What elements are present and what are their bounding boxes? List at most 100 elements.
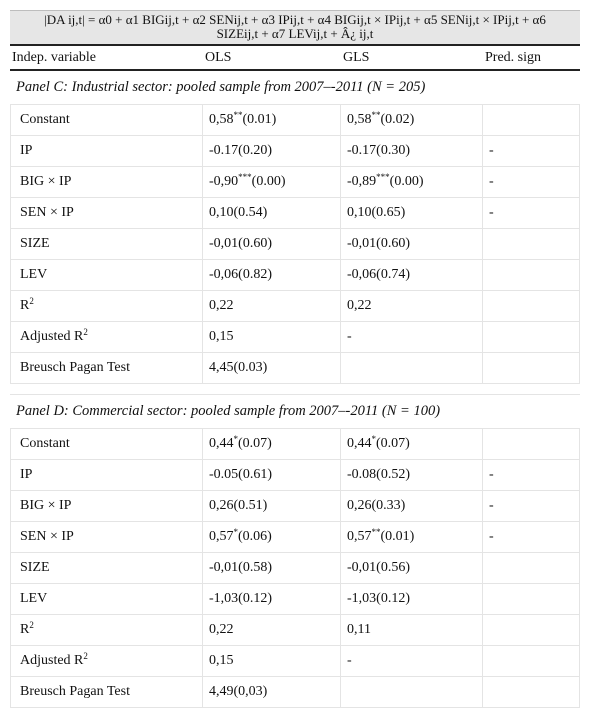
variable-name: BIG × IP	[20, 498, 72, 513]
ols-pvalue: (0.00)	[251, 174, 286, 189]
gls-value: 0,44	[347, 436, 372, 451]
ols-cell: 0,58 ** (0.01)	[203, 105, 341, 135]
gls-cell: -	[341, 322, 483, 352]
gls-value: 0,58	[347, 112, 372, 127]
ols-significance: *	[233, 527, 239, 537]
ols-cell: -0,01(0.58)	[203, 553, 341, 583]
gls-value: -0,01(0.56)	[347, 560, 410, 575]
gls-value: -0,06(0.74)	[347, 267, 410, 282]
pred-sign-cell: -	[483, 522, 580, 552]
gls-cell: -0.17(0.30)	[341, 136, 483, 166]
gls-cell: -0,01(0.56)	[341, 553, 483, 583]
gls-pvalue: (0.00)	[389, 174, 424, 189]
variable-name: SEN × IP	[20, 205, 74, 220]
pred-sign-cell	[483, 105, 580, 135]
ols-value: 0,44	[209, 436, 234, 451]
ols-cell: -1,03(0.12)	[203, 584, 341, 614]
model-equation: |DA ij,t| = α0 + α1 BIGij,t + α2 SENij,t…	[10, 10, 580, 44]
ols-value: 4,49(0,03)	[209, 684, 268, 699]
pred-sign-cell	[483, 353, 580, 383]
ols-value: -0,01(0.58)	[209, 560, 272, 575]
pred-sign-cell	[483, 429, 580, 459]
gls-significance: **	[371, 527, 381, 537]
table-row: SEN × IP 0,57 * (0.06) 0,57 ** (0.01) -	[10, 522, 580, 553]
panel-title: Panel D: Commercial sector: pooled sampl…	[10, 395, 580, 429]
table-row: Constant 0,44 * (0.07) 0,44 * (0.07)	[10, 429, 580, 460]
gls-pvalue: (0.01)	[380, 529, 415, 544]
variable-cell: IP	[10, 136, 203, 166]
variable-superscript: 2	[29, 296, 34, 306]
table-row: Breusch Pagan Test 4,49(0,03)	[10, 677, 580, 708]
gls-significance: *	[371, 434, 377, 444]
variable-name: SIZE	[20, 236, 50, 251]
ols-value: -1,03(0.12)	[209, 591, 272, 606]
pred-sign-cell	[483, 615, 580, 645]
gls-cell: 0,58 ** (0.02)	[341, 105, 483, 135]
pred-sign-cell	[483, 553, 580, 583]
gls-value: -0,01(0.60)	[347, 236, 410, 251]
gls-cell: -	[341, 646, 483, 676]
ols-value: 0,15	[209, 329, 234, 344]
gls-significance: **	[371, 110, 381, 120]
variable-superscript: 2	[83, 327, 88, 337]
ols-cell: 0,22	[203, 291, 341, 321]
ols-cell: -0.05(0.61)	[203, 460, 341, 490]
gls-value: -0,89	[347, 174, 377, 189]
pred-sign-cell	[483, 322, 580, 352]
ols-cell: 0,26(0.51)	[203, 491, 341, 521]
variable-cell: LEV	[10, 260, 203, 290]
header-gls: GLS	[343, 49, 370, 65]
variable-cell: LEV	[10, 584, 203, 614]
ols-cell: -0,90 *** (0.00)	[203, 167, 341, 197]
table-row: IP -0.05(0.61) -0.08(0.52) -	[10, 460, 580, 491]
gls-value: 0,10(0.65)	[347, 205, 406, 220]
panel-title: Panel C: Industrial sector: pooled sampl…	[10, 71, 580, 105]
pred-sign-cell: -	[483, 491, 580, 521]
ols-cell: 0,10(0.54)	[203, 198, 341, 228]
gls-cell: 0,26(0.33)	[341, 491, 483, 521]
table-row: SIZE -0,01(0.60) -0,01(0.60)	[10, 229, 580, 260]
table-row: Adjusted R 2 0,15 -	[10, 646, 580, 677]
table-header: Indep. variable OLS GLS Pred. sign	[10, 44, 580, 71]
gls-value: -0.08(0.52)	[347, 467, 410, 482]
variable-name: Constant	[20, 436, 70, 451]
gls-value: -	[347, 653, 352, 668]
gls-cell: -1,03(0.12)	[341, 584, 483, 614]
variable-name: LEV	[20, 591, 48, 606]
pred-sign-cell: -	[483, 136, 580, 166]
pred-sign-cell: -	[483, 460, 580, 490]
gls-value: 0,11	[347, 622, 371, 637]
gls-value: 0,26(0.33)	[347, 498, 406, 513]
variable-name: Breusch Pagan Test	[20, 684, 130, 699]
variable-name: SEN × IP	[20, 529, 74, 544]
pred-sign-cell	[483, 584, 580, 614]
ols-pvalue: (0.06)	[238, 529, 272, 544]
ols-significance: **	[233, 110, 243, 120]
pred-sign-cell: -	[483, 167, 580, 197]
ols-pvalue: (0.01)	[242, 112, 277, 127]
ols-value: -0,01(0.60)	[209, 236, 272, 251]
variable-name: SIZE	[20, 560, 50, 575]
equation-line-1: |DA ij,t| = α0 + α1 BIGij,t + α2 SENij,t…	[44, 12, 546, 27]
variable-name: BIG × IP	[20, 174, 72, 189]
ols-significance: ***	[238, 172, 252, 182]
pred-sign-cell	[483, 229, 580, 259]
ols-value: 0,22	[209, 622, 234, 637]
variable-name: Breusch Pagan Test	[20, 360, 130, 375]
variable-cell: SEN × IP	[10, 198, 203, 228]
variable-cell: Constant	[10, 429, 203, 459]
table-row: Breusch Pagan Test 4,45(0.03)	[10, 353, 580, 384]
gls-value: -0.17(0.30)	[347, 143, 410, 158]
table-row: Adjusted R 2 0,15 -	[10, 322, 580, 353]
ols-value: 0,15	[209, 653, 234, 668]
variable-name: IP	[20, 143, 33, 158]
gls-value: -1,03(0.12)	[347, 591, 410, 606]
variable-cell: SIZE	[10, 553, 203, 583]
ols-significance: *	[233, 434, 239, 444]
ols-cell: 0,57 * (0.06)	[203, 522, 341, 552]
gls-pvalue: (0.02)	[380, 112, 415, 127]
gls-value: -	[347, 329, 352, 344]
variable-superscript: 2	[29, 620, 34, 630]
ols-value: -0.05(0.61)	[209, 467, 272, 482]
